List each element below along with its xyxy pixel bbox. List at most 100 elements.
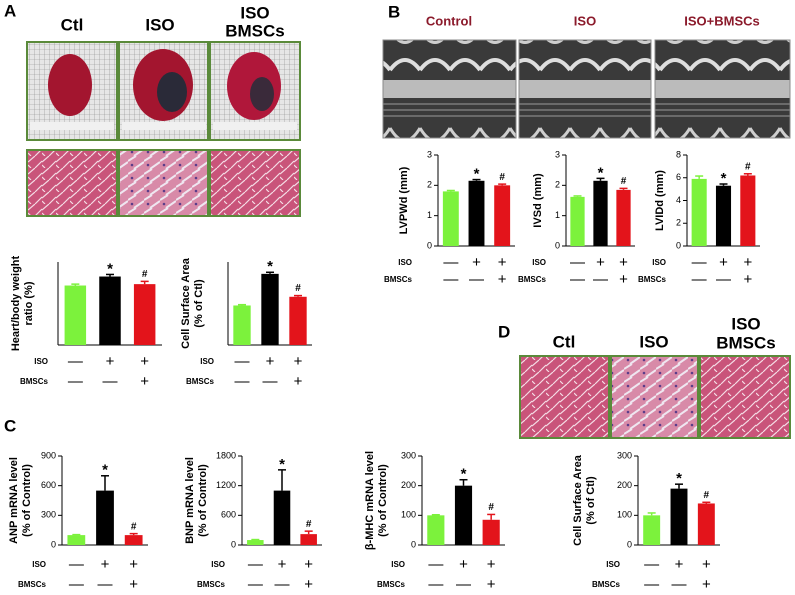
condition-name: BMSCs (518, 275, 547, 284)
y-axis-label: ratio (%) (23, 281, 35, 325)
image-label: BMSCs (716, 333, 776, 352)
condition-sign: — (68, 373, 83, 390)
y-tick-label: 1800 (216, 450, 236, 460)
condition-sign: — (456, 576, 471, 593)
bar (64, 285, 87, 345)
image-label: BMSCs (225, 21, 285, 40)
bar (124, 535, 143, 545)
significance-label: * (461, 466, 467, 483)
condition-name: BMSCs (592, 580, 621, 589)
y-tick-label: 1 (555, 210, 560, 220)
condition-name: ISO (32, 560, 46, 569)
condition-name: ISO (391, 560, 405, 569)
condition-sign: + (743, 254, 752, 271)
condition-sign: + (278, 556, 287, 573)
bar (691, 178, 707, 246)
y-tick-label: 0 (51, 539, 56, 549)
image-label: ISO+BMSCs (684, 13, 760, 28)
y-tick-label: 600 (41, 480, 56, 490)
significance-label: * (676, 470, 682, 487)
condition-sign: + (619, 254, 628, 271)
y-tick-label: 200 (401, 480, 416, 490)
significance-label: # (131, 521, 137, 532)
condition-sign: + (140, 353, 149, 370)
y-tick-label: 100 (401, 510, 416, 520)
bar (261, 273, 279, 345)
condition-sign: + (596, 254, 605, 271)
condition-sign: — (644, 556, 659, 573)
condition-sign: + (304, 576, 313, 593)
y-tick-label: 300 (401, 450, 416, 460)
y-tick-label: 3 (555, 149, 560, 159)
bar (454, 485, 473, 545)
y-axis-label: LVIDd (mm) (654, 170, 666, 231)
condition-sign: + (129, 556, 138, 573)
condition-sign: — (672, 576, 687, 593)
y-axis-label: Cell Surface Area (180, 257, 192, 349)
image-label: ISO (145, 15, 174, 34)
echo-images (382, 39, 791, 139)
condition-sign: + (294, 353, 303, 370)
bar (300, 534, 317, 545)
condition-sign: — (98, 576, 113, 593)
significance-label: * (721, 170, 727, 187)
y-axis-label: Heart/body weight (10, 255, 22, 351)
condition-sign: + (719, 254, 728, 271)
condition-sign: + (619, 271, 628, 288)
condition-sign: + (498, 271, 507, 288)
condition-sign: — (69, 556, 84, 573)
significance-label: # (488, 502, 494, 513)
significance-label: # (745, 161, 751, 172)
bar (697, 503, 715, 545)
y-tick-label: 2 (427, 180, 432, 190)
condition-sign: — (469, 271, 484, 288)
significance-label: # (621, 176, 627, 187)
histology-images-d (519, 355, 791, 439)
condition-name: ISO (211, 560, 225, 569)
bar (570, 196, 585, 246)
condition-sign: — (692, 271, 707, 288)
condition-sign: — (443, 254, 458, 271)
condition-sign: — (235, 353, 250, 370)
bar (247, 540, 264, 545)
condition-sign: + (140, 373, 149, 390)
condition-sign: + (743, 271, 752, 288)
y-axis-label: (% of Ctl) (585, 476, 597, 525)
y-tick-label: 600 (221, 510, 236, 520)
image-label: ISO (639, 332, 668, 351)
y-tick-label: 1200 (216, 480, 236, 490)
y-axis-label: (% of Control) (21, 464, 33, 537)
condition-sign: + (675, 556, 684, 573)
image-label: ISO (240, 3, 269, 22)
condition-sign: + (459, 556, 468, 573)
significance-label: # (704, 490, 710, 501)
condition-sign: + (487, 556, 496, 573)
condition-sign: — (103, 373, 118, 390)
condition-sign: — (593, 271, 608, 288)
condition-sign: + (487, 576, 496, 593)
condition-name: ISO (200, 357, 214, 366)
y-tick-label: 0 (555, 240, 560, 250)
condition-sign: + (294, 373, 303, 390)
bar (616, 189, 631, 246)
condition-name: BMSCs (377, 580, 406, 589)
condition-sign: — (570, 271, 585, 288)
significance-label: # (295, 283, 301, 294)
condition-sign: — (69, 576, 84, 593)
significance-label: * (102, 462, 108, 479)
y-tick-label: 0 (627, 539, 632, 549)
y-axis-label: Cell Surface Area (572, 454, 584, 546)
y-tick-label: 900 (41, 450, 56, 460)
condition-sign: — (428, 556, 443, 573)
condition-name: BMSCs (197, 580, 226, 589)
condition-sign: + (266, 353, 275, 370)
bar (442, 191, 459, 246)
condition-sign: — (248, 556, 263, 573)
condition-name: ISO (34, 357, 48, 366)
image-label: Control (426, 13, 472, 28)
y-tick-label: 2 (676, 218, 681, 228)
y-axis-label: LVPWd (mm) (398, 166, 410, 234)
condition-name: ISO (398, 258, 412, 267)
condition-sign: — (443, 271, 458, 288)
panel-label: D (498, 322, 510, 341)
